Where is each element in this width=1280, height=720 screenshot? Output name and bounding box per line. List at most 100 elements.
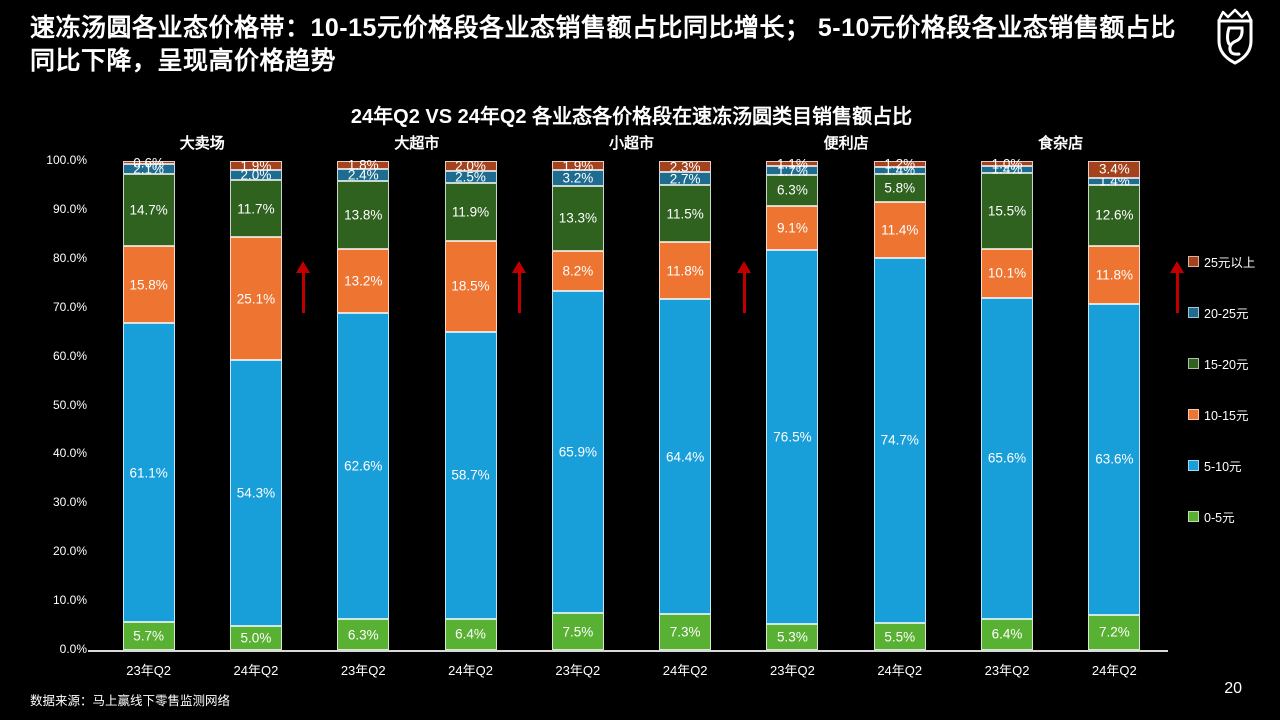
x-tick-label: 24年Q2 xyxy=(662,663,708,678)
bar-segment: 2.7% xyxy=(659,171,712,186)
segment-label: 7.3% xyxy=(669,624,701,640)
y-tick-label: 0.0% xyxy=(59,642,87,656)
y-tick-label: 90.0% xyxy=(52,201,87,216)
segment-label: 25.1% xyxy=(236,291,276,307)
bar-column: 6.3% 62.6% 13.2% 13.8% 2.4% 1.8% xyxy=(337,157,390,650)
bar-segment: 11.7% xyxy=(229,180,282,238)
segment-label: 5.3% xyxy=(777,629,808,645)
bar-segment: 2.4% xyxy=(337,168,390,183)
segment-label: 9.1% xyxy=(777,220,808,236)
bar-segment: 5.3% xyxy=(766,624,819,650)
legend-swatch xyxy=(1188,255,1199,267)
bar-segment: 7.5% xyxy=(551,613,604,650)
bar-segment: 11.8% xyxy=(1088,246,1141,304)
bar-segment: 2.5% xyxy=(444,169,497,184)
y-tick-label: 40.0% xyxy=(52,446,87,461)
legend-label: 5-10元 xyxy=(1204,459,1242,474)
up-arrow-shaft xyxy=(517,273,521,313)
data-source-note: 数据来源：马上赢线下零售监测网络 xyxy=(30,694,231,708)
increase-up-arrow xyxy=(1170,261,1184,313)
segment-label: 11.7% xyxy=(237,201,275,217)
segment-label: 6.3% xyxy=(777,182,808,198)
group-title: 便利店 xyxy=(823,135,869,152)
segment-label: 54.3% xyxy=(236,485,276,501)
bar-segment: 1.1% xyxy=(766,156,819,171)
segment-label: 6.4% xyxy=(991,626,1023,642)
segment-label: 11.8% xyxy=(666,263,704,279)
segment-label: 2.5% xyxy=(455,169,486,185)
legend-swatch xyxy=(1188,510,1199,522)
segment-label: 6.4% xyxy=(455,626,486,642)
segment-label: 2.3% xyxy=(669,159,701,175)
bar-segment: 1.7% xyxy=(766,163,819,178)
legend-label: 0-5元 xyxy=(1204,510,1235,525)
bar-segment: 54.3% xyxy=(229,360,282,626)
segment-label: 11.9% xyxy=(451,204,490,220)
y-tick-label: 60.0% xyxy=(52,348,87,363)
x-axis-line xyxy=(88,650,95,652)
x-tick-label: 24年Q2 xyxy=(877,663,923,678)
group-title: 小超市 xyxy=(608,135,654,152)
segment-label: 11.4% xyxy=(881,222,919,238)
x-tick-label: 24年Q2 xyxy=(1091,663,1137,678)
segment-label: 58.7% xyxy=(451,467,490,483)
segment-label: 13.2% xyxy=(344,273,383,289)
segment-label: 3.2% xyxy=(562,170,594,186)
page-number: 20 xyxy=(1224,680,1242,697)
bar-segment: 6.4% xyxy=(981,618,1034,650)
bar-segment: 65.9% xyxy=(551,291,604,614)
bar-segment: 3.2% xyxy=(551,170,604,186)
x-tick-label: 23年Q2 xyxy=(555,663,601,678)
bar-segment: 2.0% xyxy=(229,168,282,183)
chart-title: 24年Q2 VS 24年Q2 各业态各价格段在速冻汤圆类目销售额占比 xyxy=(350,106,913,128)
x-tick-label: 24年Q2 xyxy=(233,663,279,678)
segment-label: 12.6% xyxy=(1095,207,1134,223)
up-arrow-shaft xyxy=(301,273,305,313)
bar-segment: 64.4% xyxy=(659,299,712,615)
bar-segment: 10.1% xyxy=(981,248,1034,298)
bar-segment: 76.5% xyxy=(766,250,819,625)
segment-label: 13.8% xyxy=(344,207,383,223)
legend-item: 0-5元 xyxy=(1188,509,1255,525)
bar-segment: 1.4% xyxy=(981,162,1034,177)
legend-item: 25元以上 xyxy=(1188,254,1256,270)
segment-label: 5.0% xyxy=(240,630,272,646)
bar-column: 5.0% 54.3% 25.1% 11.7% 2.0% 1.9% xyxy=(229,158,282,650)
segment-label: 7.2% xyxy=(1098,624,1130,640)
bar-segment: 74.7% xyxy=(873,257,926,624)
bar-segment: 5.0% xyxy=(229,625,282,650)
segment-label: 5.7% xyxy=(133,628,165,644)
bar-column: 6.4% 65.6% 10.1% 15.5% 1.4% 1.0% xyxy=(981,156,1034,650)
y-tick-label: 10.0% xyxy=(52,593,87,608)
x-tick-label: 23年Q2 xyxy=(340,663,386,678)
bar-segment: 18.5% xyxy=(444,241,497,332)
segment-label: 15.5% xyxy=(987,203,1027,219)
segment-label: 5.8% xyxy=(884,180,916,196)
bar-column: 7.2% 63.6% 11.8% 12.6% 1.4% 3.4% xyxy=(1088,161,1141,650)
bar-segment: 61.1% xyxy=(122,323,175,623)
bar-segment: 6.3% xyxy=(766,174,819,206)
legend-swatch xyxy=(1188,408,1199,420)
bar-column: 5.3% 76.5% 9.1% 6.3% 1.7% 1.1% xyxy=(766,156,819,650)
bar-segment: 58.7% xyxy=(444,331,497,619)
increase-up-arrow xyxy=(737,261,751,313)
up-arrow-head xyxy=(512,261,526,273)
legend: 25元以上 20-25元 15-20元 10-15元 5-10元 0-5元 xyxy=(1188,254,1256,525)
increase-up-arrow xyxy=(512,261,526,313)
segment-label: 13.3% xyxy=(558,210,597,226)
bar-segment: 1.0% xyxy=(981,156,1034,171)
legend-label: 25元以上 xyxy=(1204,255,1256,270)
legend-item: 20-25元 xyxy=(1188,305,1255,321)
segment-label: 7.5% xyxy=(562,624,594,640)
bar-segment: 1.8% xyxy=(337,157,390,172)
bar-column: 7.3% 64.4% 11.8% 11.5% 2.7% 2.3% xyxy=(659,159,712,650)
segment-label: 6.3% xyxy=(347,627,379,643)
up-arrow-shaft xyxy=(742,273,746,313)
y-axis: 100.0% 90.0% 80.0% 70.0% 60.0% 50.0% 40.0% 30.0… xyxy=(0,153,87,656)
segment-label: 18.5% xyxy=(451,278,490,294)
legend-label: 10-15元 xyxy=(1204,408,1249,423)
bar-segment: 5.8% xyxy=(873,173,926,203)
legend-item: 10-15元 xyxy=(1188,407,1255,423)
bar-segment: 0.6% xyxy=(122,155,175,170)
